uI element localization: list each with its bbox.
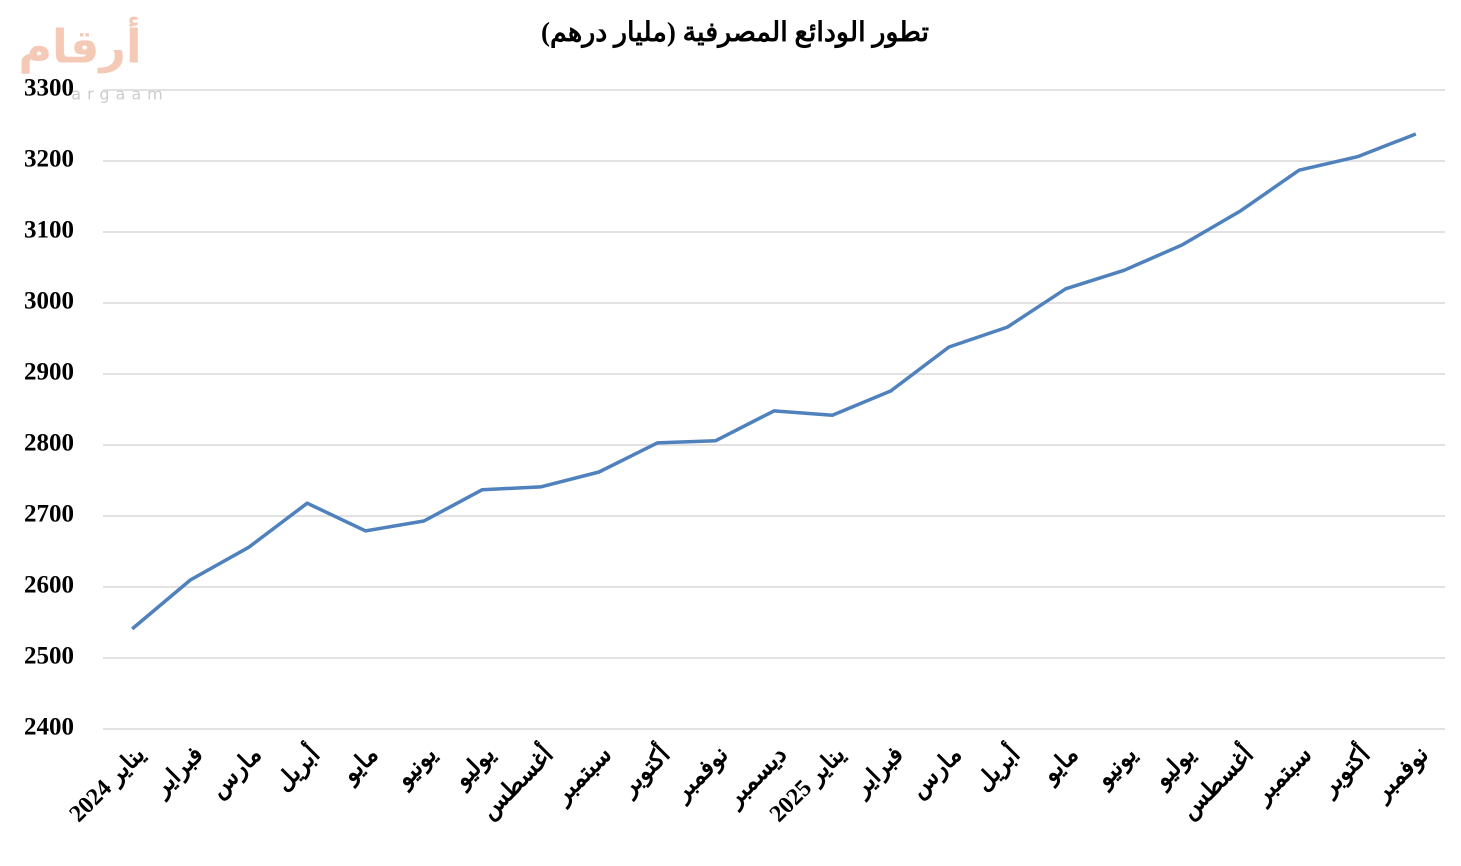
x-tick-label: يوليو xyxy=(448,742,501,795)
x-tick-label: مايو xyxy=(1036,742,1084,790)
x-tick-label: يونيو xyxy=(1090,742,1143,795)
x-tick-label: أكتوبر xyxy=(611,738,677,804)
watermark-sub: argaam xyxy=(71,85,168,104)
y-tick-label: 3000 xyxy=(24,288,74,315)
x-tick-label: يناير 2024 xyxy=(65,742,152,829)
x-tick-label: أبريل xyxy=(967,738,1027,798)
x-tick-label: نوفمبر xyxy=(1368,742,1434,808)
x-tick-label: نوفمبر xyxy=(668,742,734,808)
y-tick-label: 2500 xyxy=(24,643,74,670)
y-tick-label: 2400 xyxy=(24,714,74,741)
x-tick-label: فبراير xyxy=(147,742,209,804)
x-tick-label: يوليو xyxy=(1148,742,1201,795)
x-tick-label: أبريل xyxy=(266,738,326,798)
watermark: أرقام xyxy=(18,17,141,74)
chart-title: تطور الودائع المصرفية (مليار درهم) xyxy=(541,17,929,49)
x-tick-label: مارس xyxy=(906,742,968,804)
y-tick-label: 2800 xyxy=(24,430,74,457)
x-tick-label: مايو xyxy=(336,742,384,790)
x-tick-label: سبتمبر xyxy=(549,742,618,811)
y-tick-label: 3300 xyxy=(24,75,74,102)
y-tick-label: 3200 xyxy=(24,146,74,173)
x-tick-label: أكتوبر xyxy=(1311,738,1377,804)
y-tick-label: 2900 xyxy=(24,359,74,386)
x-tick-label: مارس xyxy=(205,742,267,804)
data-line xyxy=(131,132,1417,631)
x-tick-label: فبراير xyxy=(848,742,910,804)
y-tick-label: 2700 xyxy=(24,501,74,528)
y-tick-label: 2600 xyxy=(24,572,74,599)
y-tick-label: 3100 xyxy=(24,217,74,244)
x-tick-label: يونيو xyxy=(390,742,443,795)
x-tick-label: سبتمبر xyxy=(1249,742,1318,811)
